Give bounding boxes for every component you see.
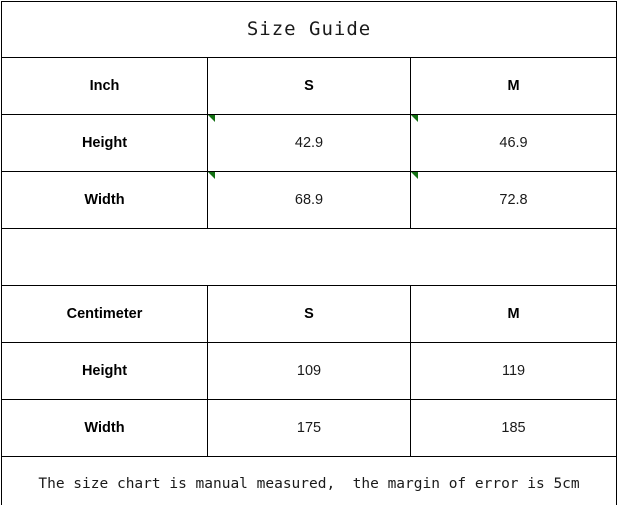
centimeter-size-s-label: S	[304, 305, 314, 322]
inch-size-s-label: S	[304, 77, 314, 94]
centimeter-unit-label: Centimeter	[66, 305, 143, 322]
title-row: Size Guide	[0, 1, 617, 58]
centimeter-width-m-cell: 185	[409, 399, 617, 457]
spacer-cell	[0, 228, 617, 286]
centimeter-header-row: Centimeter S M	[1, 285, 617, 343]
inch-width-m-cell: 72.8	[409, 171, 617, 229]
row-label: Width	[84, 419, 125, 436]
centimeter-width-label-cell: Width	[1, 399, 208, 457]
table-row: Height 42.9 46.9	[1, 114, 617, 172]
note-cell: The size chart is manual measured, the m…	[0, 456, 617, 505]
row-label: Height	[81, 362, 128, 379]
inch-header-row: Inch S M	[1, 57, 617, 115]
cell-value: 119	[501, 362, 526, 379]
centimeter-width-s-cell: 175	[207, 399, 411, 457]
title-cell: Size Guide	[0, 1, 617, 58]
table-row: Height 109 119	[1, 342, 617, 400]
cell-value: 68.9	[294, 191, 324, 208]
centimeter-height-s-cell: 109	[207, 342, 411, 400]
inch-height-label-cell: Height	[1, 114, 208, 172]
centimeter-size-m-label: M	[507, 305, 520, 322]
cell-value: 175	[296, 419, 322, 436]
spacer-row	[0, 228, 617, 286]
inch-size-s-header: S	[207, 57, 411, 115]
inch-unit-label: Inch	[89, 77, 120, 94]
centimeter-height-m-cell: 119	[409, 342, 617, 400]
cell-value: 185	[501, 419, 526, 436]
green-corner-flag-icon	[411, 115, 418, 122]
green-corner-flag-icon	[208, 115, 215, 122]
cell-value: 42.9	[294, 134, 324, 151]
table-row: Width 175 185	[1, 399, 617, 457]
centimeter-size-m-header: M	[409, 285, 617, 343]
inch-unit-cell: Inch	[1, 57, 208, 115]
cell-value: 46.9	[499, 134, 528, 151]
inch-size-m-header: M	[409, 57, 617, 115]
page-title: Size Guide	[246, 18, 372, 41]
inch-width-label-cell: Width	[1, 171, 208, 229]
green-corner-flag-icon	[411, 172, 418, 179]
inch-height-m-cell: 46.9	[409, 114, 617, 172]
green-corner-flag-icon	[208, 172, 215, 179]
cell-value: 109	[296, 362, 322, 379]
centimeter-size-s-header: S	[207, 285, 411, 343]
inch-size-m-label: M	[507, 77, 520, 94]
measurement-disclaimer: The size chart is manual measured, the m…	[38, 476, 580, 493]
inch-height-s-cell: 42.9	[207, 114, 411, 172]
row-label: Height	[81, 134, 128, 151]
note-row: The size chart is manual measured, the m…	[0, 456, 617, 505]
centimeter-unit-cell: Centimeter	[1, 285, 208, 343]
table-row: Width 68.9 72.8	[1, 171, 617, 229]
centimeter-height-label-cell: Height	[1, 342, 208, 400]
row-label: Width	[84, 191, 125, 208]
inch-width-s-cell: 68.9	[207, 171, 411, 229]
cell-value: 72.8	[499, 191, 528, 208]
